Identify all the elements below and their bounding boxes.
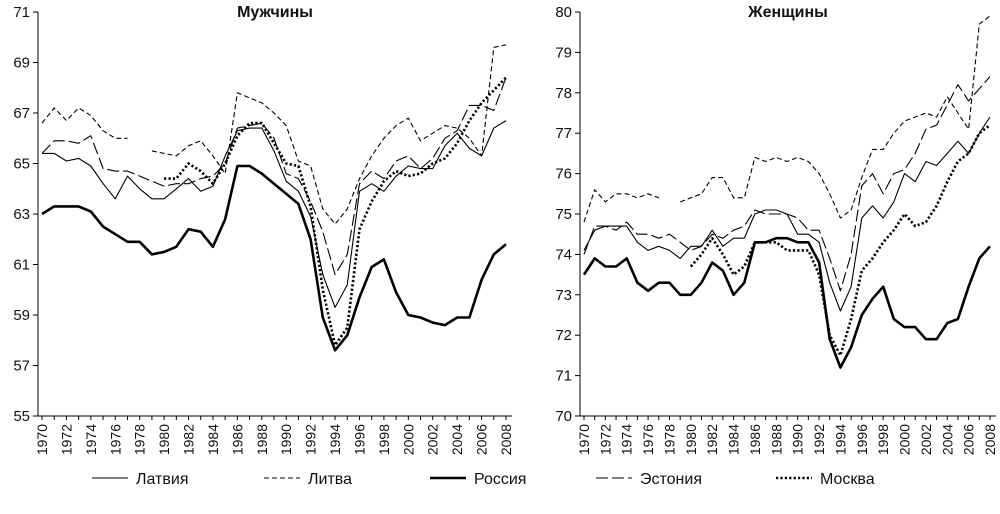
x-tick-label: 1976	[640, 424, 656, 455]
x-tick-label: 1980	[683, 424, 699, 455]
y-tick-label: 80	[555, 4, 572, 21]
series-line-estonia	[41, 77, 507, 276]
series-line-moscow	[689, 124, 991, 357]
y-tick-label: 57	[13, 358, 30, 375]
series-line-lithuania	[41, 44, 507, 225]
x-tick-label: 1994	[832, 424, 848, 455]
y-tick-label: 74	[555, 246, 572, 263]
x-tick-label: 1994	[327, 424, 343, 455]
y-tick-label: 78	[555, 85, 572, 102]
chart-panel-2: 70 71 72 73 74 75 76 77 78 79 80 1970 1972 1974 1976 19…	[555, 4, 998, 455]
legend-label-estonia: Эстония	[640, 471, 702, 488]
x-tick-label: 1980	[156, 424, 172, 455]
legend-label-latvia: Латвия	[136, 471, 188, 488]
y-tick-label: 65	[13, 156, 30, 173]
x-tick-label: 1990	[790, 424, 806, 455]
chart-title: Мужчины	[237, 4, 313, 21]
x-tick-label: 1996	[854, 424, 870, 455]
x-tick-label: 2008	[982, 424, 998, 455]
y-tick-label: 71	[13, 4, 30, 21]
legend-label-russia: Россия	[474, 471, 526, 488]
x-tick-label: 1992	[303, 424, 319, 455]
y-tick-label: 79	[555, 44, 572, 61]
x-tick-label: 1998	[875, 424, 891, 455]
y-tick-label: 70	[555, 408, 572, 425]
legend-label-lithuania: Литва	[308, 471, 352, 488]
series-line-russia	[41, 164, 507, 352]
series-line-russia	[582, 236, 991, 369]
x-tick-label: 1990	[278, 424, 294, 455]
series-line-lithuania	[583, 15, 991, 223]
y-tick-label: 75	[555, 206, 572, 223]
y-tick-label: 69	[13, 55, 30, 72]
series-line-estonia	[583, 76, 991, 292]
x-tick-label: 2002	[918, 424, 934, 455]
x-tick-label: 2004	[449, 424, 465, 455]
y-tick-label: 73	[555, 287, 572, 304]
x-tick-label: 1986	[747, 424, 763, 455]
x-tick-label: 1984	[726, 424, 742, 455]
x-tick-label: 2000	[400, 424, 416, 455]
x-tick-label: 2006	[474, 424, 490, 455]
x-tick-label: 1984	[205, 424, 221, 455]
x-tick-label: 2004	[939, 424, 955, 455]
series-line-latvia	[42, 120, 507, 308]
x-tick-label: 1972	[597, 424, 613, 455]
x-tick-label: 1970	[576, 424, 592, 455]
y-tick-label: 55	[13, 408, 30, 425]
x-tick-label: 1982	[704, 424, 720, 455]
x-tick-label: 1982	[181, 424, 197, 455]
x-tick-label: 1978	[661, 424, 677, 455]
x-tick-label: 1974	[83, 424, 99, 455]
y-tick-label: 77	[555, 125, 572, 142]
x-tick-label: 1972	[58, 424, 74, 455]
x-tick-label: 1970	[34, 424, 50, 455]
x-tick-label: 2008	[498, 424, 514, 455]
x-tick-label: 1986	[229, 424, 245, 455]
y-tick-label: 59	[13, 307, 30, 324]
y-tick-label: 76	[555, 166, 572, 183]
x-tick-label: 2002	[425, 424, 441, 455]
y-tick-label: 67	[13, 105, 30, 122]
y-tick-label: 63	[13, 206, 30, 223]
x-tick-label: 1988	[768, 424, 784, 455]
y-tick-label: 71	[555, 368, 572, 385]
x-tick-label: 1974	[619, 424, 635, 455]
x-tick-label: 2006	[961, 424, 977, 455]
y-tick-label: 72	[555, 327, 572, 344]
x-tick-label: 1988	[254, 424, 270, 455]
x-tick-label: 1976	[107, 424, 123, 455]
y-tick-label: 61	[13, 257, 30, 274]
x-tick-label: 1998	[376, 424, 392, 455]
x-tick-label: 1996	[351, 424, 367, 455]
x-tick-label: 1978	[132, 424, 148, 455]
chart-panel-1: 55 57 59 61 63 65 67 69 71 1970 1972 1974 1976 1978 19…	[13, 4, 514, 455]
legend-label-moscow: Москва	[820, 471, 875, 488]
x-tick-label: 1992	[811, 424, 827, 455]
x-tick-label: 2000	[897, 424, 913, 455]
legend: Латвия Литва Россия Эстония Москва	[92, 471, 875, 488]
chart-title: Женщины	[747, 4, 828, 21]
series-line-moscow	[164, 76, 507, 347]
